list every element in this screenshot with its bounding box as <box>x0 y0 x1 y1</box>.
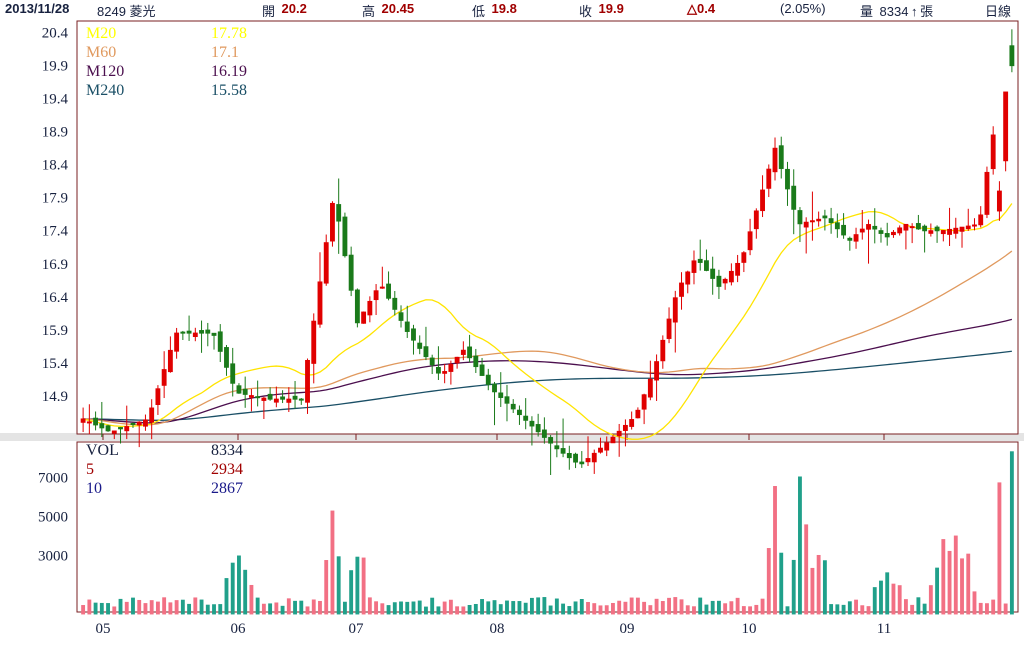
svg-text:VOL: VOL <box>86 442 119 459</box>
svg-text:10: 10 <box>86 480 102 497</box>
svg-text:17.1: 17.1 <box>211 44 239 61</box>
svg-text:19.4: 19.4 <box>42 92 69 108</box>
svg-text:17.9: 17.9 <box>42 191 68 207</box>
svg-text:3000: 3000 <box>38 549 68 565</box>
svg-text:05: 05 <box>96 621 111 637</box>
svg-text:18.4: 18.4 <box>42 158 69 174</box>
svg-text:08: 08 <box>490 621 505 637</box>
svg-text:M20: M20 <box>86 25 116 42</box>
svg-text:19.9: 19.9 <box>42 59 68 75</box>
svg-text:7000: 7000 <box>38 470 68 486</box>
svg-text:16.9: 16.9 <box>42 257 68 273</box>
svg-text:07: 07 <box>349 621 365 637</box>
svg-text:11: 11 <box>877 621 891 637</box>
svg-text:15.9: 15.9 <box>42 323 68 339</box>
svg-text:8334: 8334 <box>211 442 243 459</box>
svg-text:17.4: 17.4 <box>42 224 69 240</box>
svg-text:5: 5 <box>86 461 94 478</box>
svg-text:14.9: 14.9 <box>42 389 68 405</box>
svg-text:20.4: 20.4 <box>42 26 69 42</box>
svg-text:09: 09 <box>620 621 635 637</box>
svg-text:M120: M120 <box>86 63 124 80</box>
svg-text:18.9: 18.9 <box>42 125 68 141</box>
svg-text:M240: M240 <box>86 82 124 99</box>
svg-text:2867: 2867 <box>211 480 243 497</box>
svg-text:16.19: 16.19 <box>211 63 247 80</box>
svg-text:M60: M60 <box>86 44 116 61</box>
svg-text:15.58: 15.58 <box>211 82 247 99</box>
svg-text:5000: 5000 <box>38 510 68 526</box>
svg-text:10: 10 <box>742 621 757 637</box>
svg-text:15.4: 15.4 <box>42 356 69 372</box>
svg-text:2934: 2934 <box>211 461 243 478</box>
svg-text:16.4: 16.4 <box>42 290 69 306</box>
svg-text:06: 06 <box>231 621 247 637</box>
svg-text:17.78: 17.78 <box>211 25 247 42</box>
